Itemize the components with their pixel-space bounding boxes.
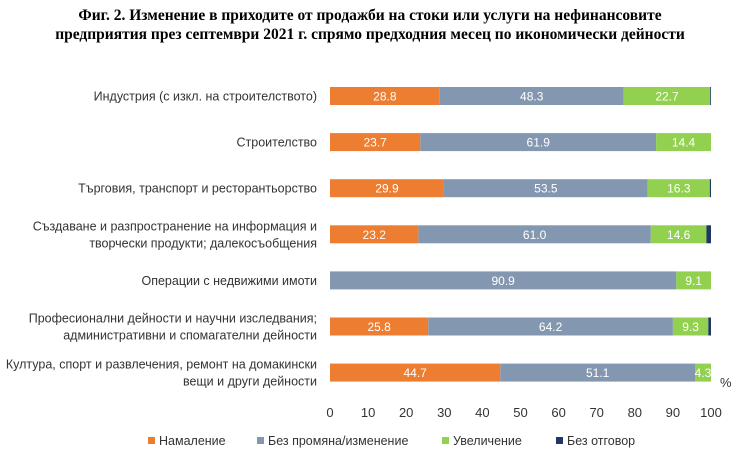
legend-label: Без отговор (567, 434, 635, 448)
category-label: Култура, спорт и развлечения, ремонт на … (6, 358, 317, 389)
data-label: 4.3 (695, 366, 712, 380)
bar-segment-без-отговор (710, 87, 712, 105)
data-label: 22.7 (655, 90, 679, 104)
category-label: Строителство (237, 136, 318, 150)
bar-segment-намаление (330, 317, 429, 336)
x-tick-label: 70 (589, 405, 603, 420)
data-label: 14.6 (667, 228, 691, 242)
chart-title: Фиг. 2. Изменение в приходите от продажб… (0, 6, 740, 44)
legend-swatch-намаление (148, 437, 155, 444)
bar-segment-без-отговор (709, 179, 711, 198)
legend-label: Увеличение (453, 434, 522, 448)
x-tick-label: 20 (399, 405, 413, 420)
data-label: 23.7 (363, 136, 387, 150)
legend-label: Намаление (159, 434, 226, 448)
bar-segment-без-отговор (708, 317, 711, 336)
category-label: Операции с недвижими имоти (141, 274, 317, 288)
bar-segment-намаление (330, 87, 440, 105)
category-label-line: Операции с недвижими имоти (141, 274, 317, 288)
bar-segment-увеличение (694, 363, 711, 382)
data-label: 9.3 (682, 320, 699, 334)
data-label: 61.9 (527, 136, 551, 150)
x-tick-label: 90 (666, 405, 680, 420)
category-label-line: административни и спомагателни дейности (63, 329, 317, 343)
data-label: 14.4 (672, 136, 696, 150)
bar-segment-увеличение (647, 179, 710, 198)
bar-segment-увеличение (656, 133, 711, 152)
data-label: 64.2 (539, 320, 563, 334)
bar-segment-увеличение (623, 87, 711, 105)
bar-segment-увеличение (676, 271, 711, 290)
data-label: 23.2 (363, 228, 387, 242)
data-label: 28.8 (373, 90, 397, 104)
category-label-line: творчески продукти; далекосъобщения (89, 236, 317, 250)
data-label: 29.9 (375, 182, 399, 196)
data-label: 48.3 (520, 90, 544, 104)
data-label: 9.1 (685, 274, 702, 288)
category-label-line: Култура, спорт и развлечения, ремонт на … (6, 358, 317, 372)
data-label: 90.9 (491, 274, 515, 288)
x-tick-label: 40 (475, 405, 489, 420)
legend-swatch-без-отговор (556, 437, 563, 444)
x-tick-label: 30 (437, 405, 451, 420)
x-tick-label: 80 (628, 405, 642, 420)
bar-segment-намаление (330, 133, 421, 152)
legend-swatch-увеличение (442, 437, 449, 444)
category-label-line: вещи и други дейности (183, 375, 317, 389)
bar-segment-увеличение (672, 317, 709, 336)
data-label: 25.8 (367, 320, 391, 334)
category-label-line: Индустрия (с изкл. на строителството) (94, 90, 317, 104)
category-label: Индустрия (с изкл. на строителството) (94, 90, 317, 104)
x-tick-label: 10 (361, 405, 375, 420)
bar-segment-намаление (330, 363, 501, 382)
bar-segment-без-промяна-изменение (330, 271, 677, 290)
category-label: Търговия, транспорт и ресторантьорство (78, 182, 317, 196)
legend-swatch-без-промяна-изменение (257, 437, 264, 444)
bar-segment-без-промяна-изменение (428, 317, 673, 336)
data-label: 61.0 (523, 228, 547, 242)
bar-segment-без-отговор (706, 225, 711, 244)
x-tick-label: 100 (700, 405, 722, 420)
category-label-line: Строителство (237, 136, 318, 150)
bar-segment-без-промяна-изменение (418, 225, 651, 244)
bar-segment-намаление (330, 179, 444, 198)
bar-segment-без-промяна-изменение (500, 363, 695, 382)
x-tick-label: 50 (513, 405, 527, 420)
category-label-line: Професионални дейности и научни изследва… (29, 312, 317, 326)
category-label: Професионални дейности и научни изследва… (29, 312, 317, 343)
category-label: Създаване и разпространение на информаци… (33, 219, 317, 250)
bar-segment-без-промяна-изменение (420, 133, 657, 152)
bar-segment-без-промяна-изменение (439, 87, 624, 105)
chart-title-line-2: предприятия през септември 2021 г. спрям… (55, 26, 685, 43)
category-label-line: Търговия, транспорт и ресторантьорство (78, 182, 317, 196)
data-label: 44.7 (403, 366, 427, 380)
x-tick-label: 0 (326, 405, 333, 420)
x-unit-label: % (720, 375, 732, 390)
data-label: 51.1 (586, 366, 610, 380)
data-label: 16.3 (667, 182, 691, 196)
chart-title-line-1: Фиг. 2. Изменение в приходите от продажб… (78, 7, 662, 24)
legend-label: Без промяна/изменение (268, 434, 408, 448)
bar-segment-увеличение (650, 225, 707, 244)
data-label: 53.5 (534, 182, 558, 196)
bar-segment-без-промяна-изменение (443, 179, 648, 198)
x-tick-label: 60 (551, 405, 565, 420)
bar-segment-намаление (330, 225, 419, 244)
category-label-line: Създаване и разпространение на информаци… (33, 219, 317, 233)
